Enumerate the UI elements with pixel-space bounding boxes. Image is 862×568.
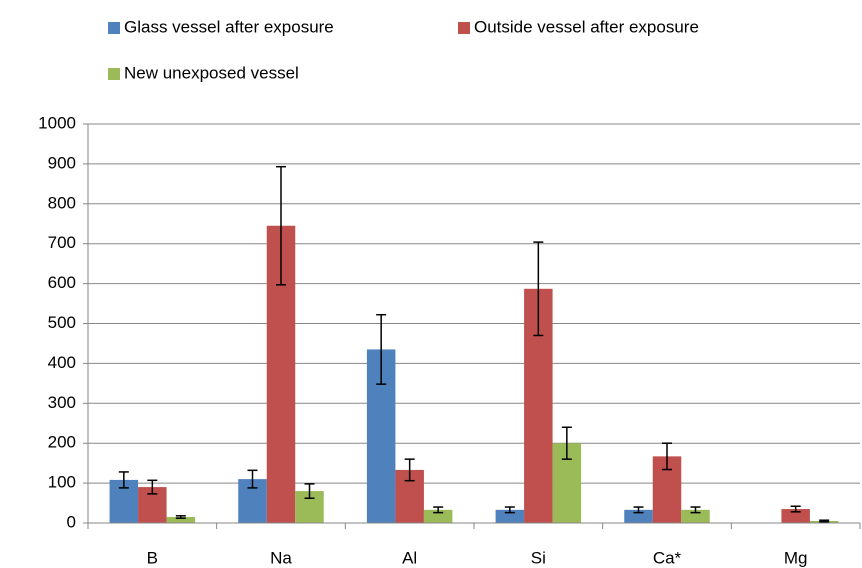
y-tick-label: 500 xyxy=(48,313,76,332)
y-tick-label: 1000 xyxy=(38,113,76,132)
bar xyxy=(166,517,196,523)
y-tick-label: 900 xyxy=(48,153,76,172)
legend-swatch xyxy=(458,22,470,34)
legend-swatch xyxy=(108,22,120,34)
legend-label: New unexposed vessel xyxy=(124,63,299,82)
y-tick-label: 600 xyxy=(48,273,76,292)
x-tick-label: Ca* xyxy=(653,548,682,567)
y-tick-label: 0 xyxy=(67,512,76,531)
y-tick-label: 800 xyxy=(48,193,76,212)
y-tick-label: 100 xyxy=(48,473,76,492)
x-tick-label: Mg xyxy=(784,548,808,567)
y-tick-label: 700 xyxy=(48,233,76,252)
x-tick-label: B xyxy=(147,548,158,567)
legend-swatch xyxy=(108,68,120,80)
legend-label: Glass vessel after exposure xyxy=(124,17,334,36)
y-tick-label: 200 xyxy=(48,433,76,452)
bar xyxy=(423,509,453,523)
x-tick-label: Al xyxy=(402,548,417,567)
legend-label: Outside vessel after exposure xyxy=(474,17,699,36)
bar xyxy=(624,509,653,523)
bar xyxy=(781,509,810,523)
y-tick-label: 400 xyxy=(48,353,76,372)
y-tick-label: 300 xyxy=(48,393,76,412)
bar xyxy=(681,509,710,523)
x-tick-label: Na xyxy=(270,548,292,567)
bar xyxy=(495,509,525,523)
x-tick-label: Si xyxy=(531,548,546,567)
